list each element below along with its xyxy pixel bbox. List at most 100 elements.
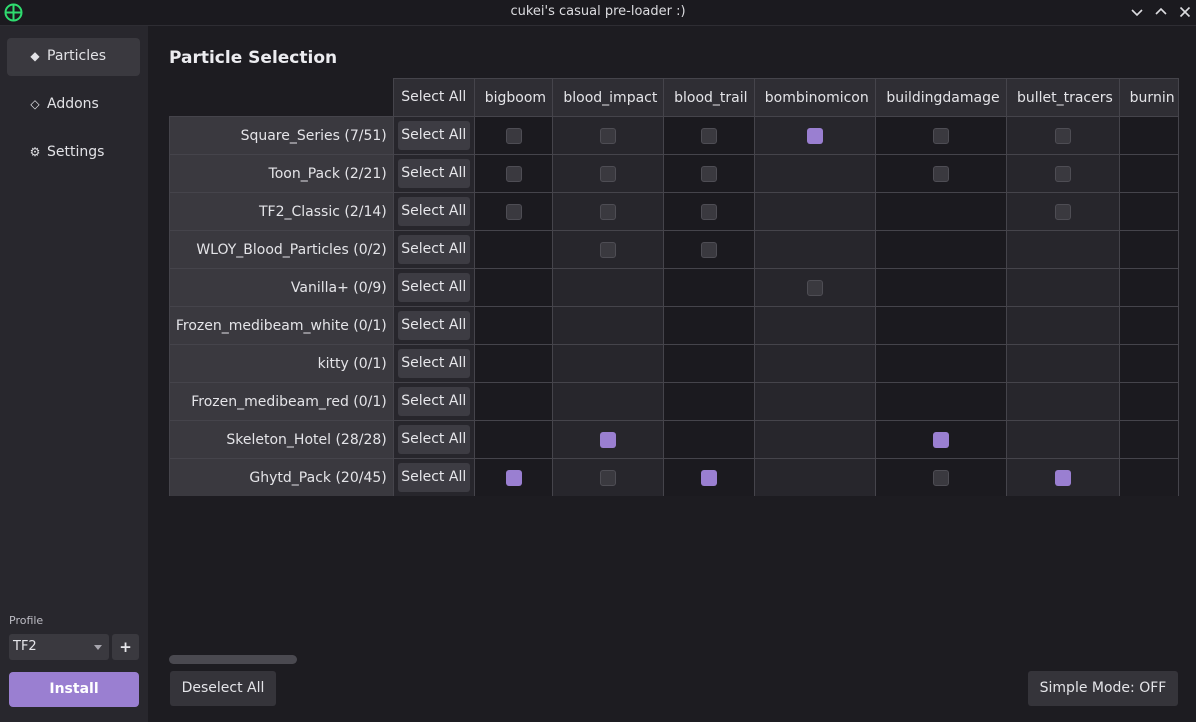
column-header[interactable]: bombinomicon — [753, 78, 877, 117]
column-header[interactable]: buildingdamage — [875, 78, 1007, 117]
row-select-all-button[interactable]: Select All — [397, 463, 470, 492]
checkbox-unchecked[interactable] — [700, 127, 717, 144]
grid-cell — [473, 344, 554, 383]
column-header[interactable]: burnin — [1118, 78, 1179, 117]
checkbox-unchecked[interactable] — [505, 165, 522, 182]
table-row: Toon_Pack (2/21) Select All — [169, 154, 1179, 193]
particle-grid: Select All bigboom blood_impact blood_trai… — [169, 78, 1179, 496]
row-select-all-button[interactable]: Select All — [397, 425, 470, 454]
select-all-cell: Select All — [392, 116, 475, 155]
grid-cell — [1005, 154, 1120, 193]
row-select-all-button[interactable]: Select All — [397, 159, 470, 188]
table-row: Frozen_medibeam_red (0/1) Select All — [169, 382, 1179, 421]
pack-name: Ghytd_Pack (20/45) — [169, 458, 394, 496]
checkbox-unchecked[interactable] — [700, 203, 717, 220]
checkbox-unchecked[interactable] — [807, 279, 824, 296]
profile-label: Profile — [9, 614, 44, 627]
grid-cell — [663, 458, 755, 496]
deselect-all-button[interactable]: Deselect All — [170, 671, 276, 706]
grid-cell — [552, 458, 665, 496]
diamond-outline-icon: ◇ — [30, 97, 40, 111]
profile-value: TF2 — [13, 639, 37, 654]
add-profile-button[interactable]: + — [112, 634, 139, 660]
checkbox-checked[interactable] — [600, 431, 617, 448]
column-header[interactable]: blood_impact — [552, 78, 665, 117]
checkbox-unchecked[interactable] — [600, 165, 617, 182]
checkbox-unchecked[interactable] — [933, 469, 950, 486]
row-select-all-button[interactable]: Select All — [397, 121, 470, 150]
pack-name: WLOY_Blood_Particles (0/2) — [169, 230, 394, 269]
minimize-icon[interactable] — [1129, 4, 1145, 20]
close-icon[interactable] — [1177, 4, 1193, 20]
grid-cell — [753, 230, 877, 269]
row-select-all-button[interactable]: Select All — [397, 311, 470, 340]
sidebar: ◆ Particles ◇ Addons ⚙ Settings Profile … — [0, 26, 148, 722]
checkbox-unchecked[interactable] — [700, 241, 717, 258]
row-select-all-button[interactable]: Select All — [397, 273, 470, 302]
grid-cell — [473, 192, 554, 231]
grid-cell — [1005, 230, 1120, 269]
column-header[interactable]: bigboom — [473, 78, 554, 117]
row-select-all-button[interactable]: Select All — [397, 349, 470, 378]
grid-cell — [753, 154, 877, 193]
grid-cell — [552, 268, 665, 307]
checkbox-unchecked[interactable] — [505, 203, 522, 220]
column-header[interactable]: bullet_tracers — [1005, 78, 1120, 117]
profile-select[interactable]: TF2 — [9, 634, 109, 660]
simple-mode-toggle[interactable]: Simple Mode: OFF — [1028, 671, 1178, 706]
sidebar-item-settings[interactable]: ⚙ Settings — [7, 134, 140, 172]
checkbox-checked[interactable] — [700, 469, 717, 486]
sidebar-item-addons[interactable]: ◇ Addons — [7, 86, 140, 124]
checkbox-unchecked[interactable] — [700, 165, 717, 182]
grid-cell — [1118, 268, 1179, 307]
checkbox-unchecked[interactable] — [1054, 165, 1071, 182]
grid-cell — [875, 306, 1007, 345]
checkbox-checked[interactable] — [933, 431, 950, 448]
checkbox-unchecked[interactable] — [600, 241, 617, 258]
select-all-cell: Select All — [392, 192, 475, 231]
grid-cell — [1118, 116, 1179, 155]
grid-cell — [875, 458, 1007, 496]
pack-name: TF2_Classic (2/14) — [169, 192, 394, 231]
grid-cell — [875, 382, 1007, 421]
checkbox-checked[interactable] — [1054, 469, 1071, 486]
row-select-all-button[interactable]: Select All — [397, 235, 470, 264]
maximize-icon[interactable] — [1153, 4, 1169, 20]
grid-cell — [1005, 306, 1120, 345]
grid-cell — [473, 306, 554, 345]
column-header[interactable]: blood_trail — [663, 78, 755, 117]
select-all-columns-button[interactable]: Select All — [392, 78, 475, 117]
checkbox-unchecked[interactable] — [505, 127, 522, 144]
sidebar-item-label: Settings — [47, 144, 105, 160]
grid-cell — [753, 344, 877, 383]
grid-cell — [663, 344, 755, 383]
grid-cell — [552, 116, 665, 155]
grid-cell — [753, 192, 877, 231]
row-select-all-button[interactable]: Select All — [397, 197, 470, 226]
pack-name: Skeleton_Hotel (28/28) — [169, 420, 394, 459]
sidebar-item-particles[interactable]: ◆ Particles — [7, 38, 140, 76]
checkbox-unchecked[interactable] — [933, 127, 950, 144]
grid-cell — [552, 306, 665, 345]
grid-cell — [1118, 382, 1179, 421]
horizontal-scrollbar[interactable] — [169, 655, 297, 664]
grid-cell — [473, 458, 554, 496]
grid-cell — [753, 268, 877, 307]
checkbox-unchecked[interactable] — [600, 469, 617, 486]
app-logo-icon — [4, 3, 23, 22]
checkbox-unchecked[interactable] — [1054, 127, 1071, 144]
checkbox-checked[interactable] — [505, 469, 522, 486]
install-button[interactable]: Install — [9, 672, 139, 707]
gear-icon: ⚙ — [29, 145, 41, 159]
grid-cell — [1118, 192, 1179, 231]
grid-cell — [552, 154, 665, 193]
checkbox-unchecked[interactable] — [600, 127, 617, 144]
grid-cell — [753, 382, 877, 421]
checkbox-unchecked[interactable] — [933, 165, 950, 182]
grid-cell — [473, 382, 554, 421]
checkbox-unchecked[interactable] — [600, 203, 617, 220]
row-select-all-button[interactable]: Select All — [397, 387, 470, 416]
checkbox-checked[interactable] — [807, 127, 824, 144]
checkbox-unchecked[interactable] — [1054, 203, 1071, 220]
grid-cell — [552, 344, 665, 383]
